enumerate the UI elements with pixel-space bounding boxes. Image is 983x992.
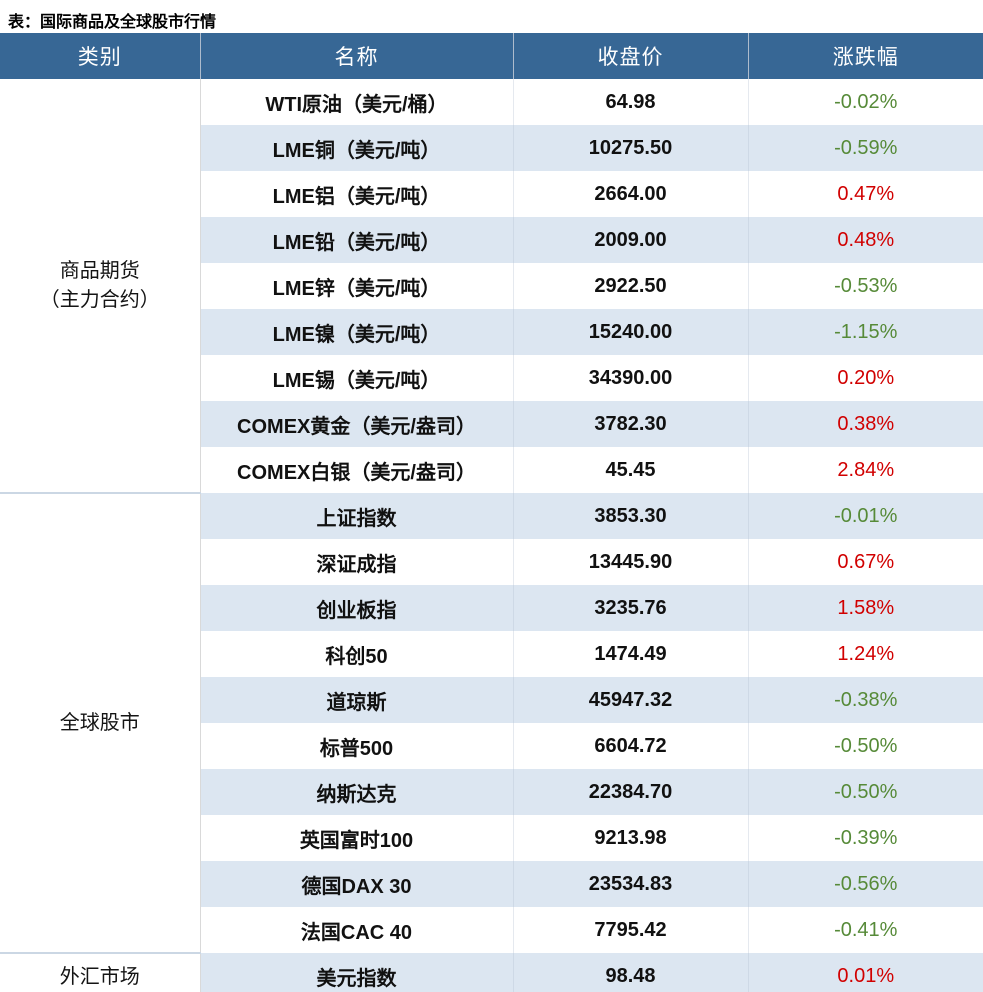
close-cell: 7795.42: [512, 907, 748, 953]
category-label-line: 商品期货: [59, 259, 140, 282]
change-cell: 0.48%: [747, 217, 983, 263]
table-row: 创业板指 3235.76 1.58%: [0, 585, 983, 631]
name-cell: LME锌（美元/吨）: [200, 263, 513, 309]
change-cell: 1.58%: [747, 585, 983, 631]
close-cell: 22384.70: [512, 769, 748, 815]
category-label-line: （主力合约）: [39, 288, 160, 311]
table-row: LME铅（美元/吨） 2009.00 0.48%: [0, 217, 983, 263]
category-cell: 外汇市场: [0, 952, 201, 992]
close-cell: 15240.00: [512, 309, 748, 355]
name-cell: LME铅（美元/吨）: [200, 217, 513, 263]
name-cell: 上证指数: [200, 493, 513, 539]
name-cell: COMEX黄金（美元/盎司）: [200, 401, 513, 447]
table-row: 英国富时100 9213.98 -0.39%: [0, 815, 983, 861]
close-cell: 10275.50: [512, 125, 748, 171]
table-row: LME铝（美元/吨） 2664.00 0.47%: [0, 171, 983, 217]
category-label-line: 外汇市场: [59, 965, 140, 988]
page-title: 表：国际商品及全球股市行情: [8, 14, 217, 31]
name-cell: 纳斯达克: [200, 769, 513, 815]
close-cell: 3235.76: [512, 585, 748, 631]
name-cell: COMEX白银（美元/盎司）: [200, 447, 513, 493]
change-cell: 0.20%: [747, 355, 983, 401]
close-cell: 23534.83: [512, 861, 748, 907]
table-row: COMEX白银（美元/盎司） 45.45 2.84%: [0, 447, 983, 493]
change-cell: -0.38%: [747, 677, 983, 723]
name-cell: 德国DAX 30: [200, 861, 513, 907]
change-cell: 0.38%: [747, 401, 983, 447]
header-row: 类别 名称 收盘价 涨跌幅: [0, 33, 983, 79]
name-cell: 英国富时100: [200, 815, 513, 861]
table-row: LME锡（美元/吨） 34390.00 0.20%: [0, 355, 983, 401]
close-cell: 13445.90: [512, 539, 748, 585]
name-cell: 标普500: [200, 723, 513, 769]
close-cell: 98.48: [512, 953, 748, 992]
change-cell: 0.01%: [747, 953, 983, 992]
change-cell: -0.02%: [747, 79, 983, 125]
name-cell: WTI原油（美元/桶）: [200, 79, 513, 125]
category-cell: 全球股市: [0, 492, 201, 953]
change-cell: -0.56%: [747, 861, 983, 907]
close-cell: 34390.00: [512, 355, 748, 401]
table-row: COMEX黄金（美元/盎司） 3782.30 0.38%: [0, 401, 983, 447]
change-cell: -0.50%: [747, 769, 983, 815]
category-cell: 商品期货 （主力合约）: [0, 79, 201, 493]
market-table: 类别 名称 收盘价 涨跌幅 商品期货 （主力合约） WTI原油（美元/桶） 64.98…: [0, 33, 983, 992]
table-row: 全球股市 上证指数 3853.30 -0.01%: [0, 492, 983, 953]
table-row: 标普500 6604.72 -0.50%: [0, 723, 983, 769]
table-row: 纳斯达克 22384.70 -0.50%: [0, 769, 983, 815]
table-row: LME镍（美元/吨） 15240.00 -1.15%: [0, 309, 983, 355]
col-header-close: 收盘价: [512, 33, 748, 79]
name-cell: 科创50: [200, 631, 513, 677]
table-row: 道琼斯 45947.32 -0.38%: [0, 677, 983, 723]
name-cell: LME镍（美元/吨）: [200, 309, 513, 355]
name-cell: LME锡（美元/吨）: [200, 355, 513, 401]
change-cell: 0.47%: [747, 171, 983, 217]
close-cell: 2009.00: [512, 217, 748, 263]
table-row: 商品期货 （主力合约） WTI原油（美元/桶） 64.98 -0.02%: [0, 79, 983, 493]
table-row: 德国DAX 30 23534.83 -0.56%: [0, 861, 983, 907]
close-cell: 9213.98: [512, 815, 748, 861]
category-label-line: 全球股市: [59, 711, 140, 734]
close-cell: 64.98: [512, 79, 748, 125]
change-cell: 1.24%: [747, 631, 983, 677]
name-cell: LME铜（美元/吨）: [200, 125, 513, 171]
change-cell: -0.53%: [747, 263, 983, 309]
table-row: 深证成指 13445.90 0.67%: [0, 539, 983, 585]
table-row: LME锌（美元/吨） 2922.50 -0.53%: [0, 263, 983, 309]
close-cell: 2664.00: [512, 171, 748, 217]
name-cell: 道琼斯: [200, 677, 513, 723]
change-cell: 2.84%: [747, 447, 983, 493]
change-cell: -0.50%: [747, 723, 983, 769]
table-row: LME铜（美元/吨） 10275.50 -0.59%: [0, 125, 983, 171]
table-body: 商品期货 （主力合约） WTI原油（美元/桶） 64.98 -0.02% LME铜（美元/…: [0, 79, 983, 992]
col-header-change: 涨跌幅: [747, 33, 983, 79]
change-cell: -0.39%: [747, 815, 983, 861]
table-row: 法国CAC 40 7795.42 -0.41%: [0, 907, 983, 953]
close-cell: 1474.49: [512, 631, 748, 677]
close-cell: 3782.30: [512, 401, 748, 447]
change-cell: -1.15%: [747, 309, 983, 355]
name-cell: 创业板指: [200, 585, 513, 631]
close-cell: 3853.30: [512, 493, 748, 539]
change-cell: -0.41%: [747, 907, 983, 953]
name-cell: 美元指数: [200, 953, 513, 992]
close-cell: 45947.32: [512, 677, 748, 723]
name-cell: 法国CAC 40: [200, 907, 513, 953]
table-row: 科创50 1474.49 1.24%: [0, 631, 983, 677]
col-header-name: 名称: [199, 33, 513, 79]
table-row: 外汇市场 美元指数 98.48 0.01%: [0, 952, 983, 992]
col-header-category: 类别: [0, 33, 200, 79]
close-cell: 6604.72: [512, 723, 748, 769]
close-cell: 2922.50: [512, 263, 748, 309]
table-header: 类别 名称 收盘价 涨跌幅: [0, 33, 983, 79]
change-cell: -0.59%: [747, 125, 983, 171]
name-cell: 深证成指: [200, 539, 513, 585]
change-cell: -0.01%: [747, 493, 983, 539]
name-cell: LME铝（美元/吨）: [200, 171, 513, 217]
change-cell: 0.67%: [747, 539, 983, 585]
close-cell: 45.45: [512, 447, 748, 493]
